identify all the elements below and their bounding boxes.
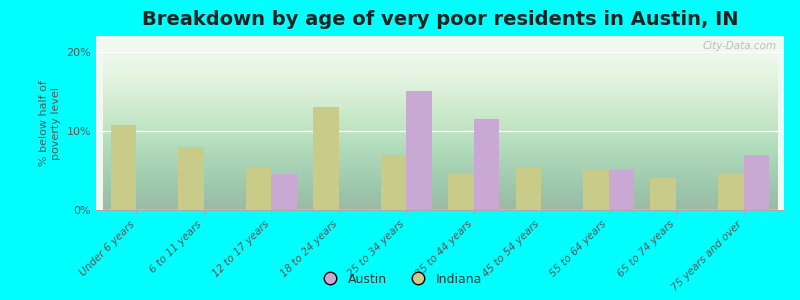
Bar xyxy=(246,167,271,210)
Bar xyxy=(743,154,769,210)
Bar xyxy=(111,124,137,210)
Bar xyxy=(583,170,609,210)
Bar xyxy=(718,174,743,210)
Bar xyxy=(609,170,634,210)
Title: Breakdown by age of very poor residents in Austin, IN: Breakdown by age of very poor residents … xyxy=(142,10,738,29)
Bar xyxy=(313,107,339,210)
Text: City-Data.com: City-Data.com xyxy=(703,41,777,51)
Bar xyxy=(178,147,204,210)
Y-axis label: % below half of
poverty level: % below half of poverty level xyxy=(39,80,61,166)
Bar xyxy=(271,174,297,210)
Bar xyxy=(474,119,499,210)
Bar xyxy=(650,178,676,210)
Bar xyxy=(448,174,474,210)
Bar xyxy=(515,167,541,210)
Bar xyxy=(406,92,432,210)
Bar xyxy=(381,154,406,210)
Legend: Austin, Indiana: Austin, Indiana xyxy=(313,268,487,291)
